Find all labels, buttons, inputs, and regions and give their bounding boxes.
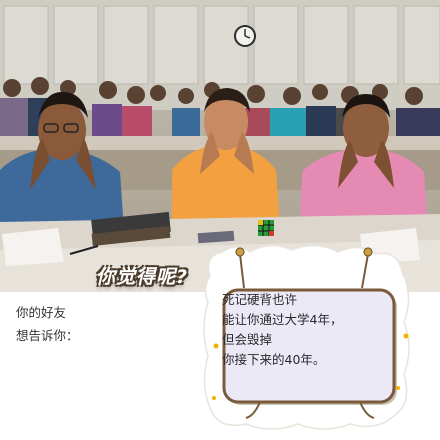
note-line: 能让你通过大学4年， bbox=[222, 312, 343, 327]
star-icon bbox=[212, 333, 409, 400]
note-line: 你接下来的40年。 bbox=[222, 352, 326, 367]
note-text: 死记硬背也许 能让你通过大学4年， 但会毁掉 你接下来的40年。 bbox=[222, 290, 392, 370]
wall-clock-icon bbox=[234, 25, 256, 47]
note-line: 死记硬背也许 bbox=[222, 292, 298, 307]
student-center bbox=[172, 88, 280, 226]
rubiks-cube-icon bbox=[258, 220, 274, 236]
question-caption: 你觉得呢? bbox=[96, 266, 189, 288]
student-left bbox=[0, 92, 124, 232]
tells-you-label: 想告诉你： bbox=[16, 328, 79, 343]
student-right bbox=[300, 94, 428, 228]
friend-label: 你的好友 bbox=[16, 305, 67, 320]
note-board bbox=[203, 244, 410, 430]
hanging-string-icon bbox=[235, 247, 373, 289]
book-stack-icon bbox=[91, 211, 171, 246]
note-line: 但会毁掉 bbox=[222, 332, 273, 347]
